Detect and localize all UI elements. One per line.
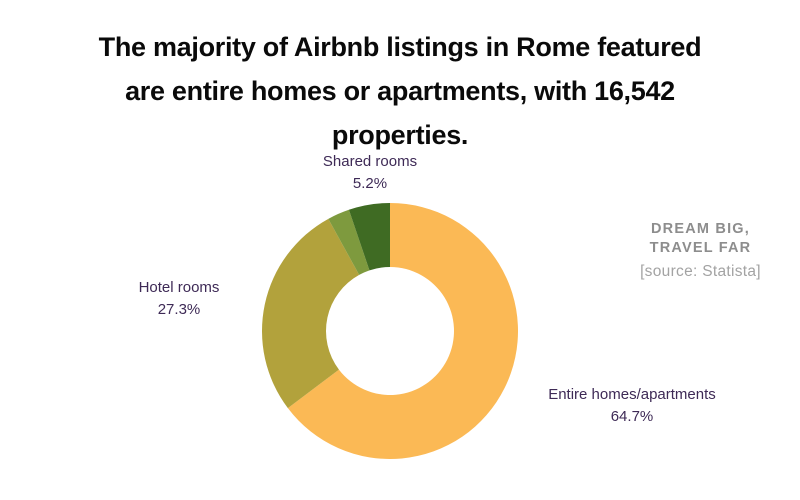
logo-line-1: DREAM BIG, xyxy=(651,221,750,237)
callout-hotel-rooms-percent: 27.3% xyxy=(157,301,201,318)
chart-title: The majority of Airbnb listings in Rome … xyxy=(0,25,800,157)
logo-text: DREAM BIG, TRAVEL FAR xyxy=(613,220,788,258)
callout-entire-homes-percent: 64.7% xyxy=(610,408,654,425)
callout-shared-rooms-percent: 5.2% xyxy=(352,175,388,192)
donut-chart xyxy=(262,203,518,459)
branding-block: DREAM BIG, TRAVEL FAR [source: Statista] xyxy=(613,220,788,281)
callout-hotel-rooms: Hotel rooms 27.3% xyxy=(99,277,259,321)
source-credit: [source: Statista] xyxy=(640,263,761,280)
title-line-3: properties. xyxy=(331,120,469,150)
callout-shared-rooms-label: Shared rooms xyxy=(322,153,418,170)
callout-shared-rooms: Shared rooms 5.2% xyxy=(280,151,460,195)
callout-hotel-rooms-label: Hotel rooms xyxy=(138,279,220,296)
title-line-1: The majority of Airbnb listings in Rome … xyxy=(98,32,702,62)
callout-entire-homes: Entire homes/apartments 64.7% xyxy=(507,384,757,428)
logo-line-2: TRAVEL FAR xyxy=(649,240,752,256)
donut-segment-unlabeled xyxy=(328,209,370,275)
donut-segment-hotel-rooms xyxy=(262,218,360,409)
callout-entire-homes-label: Entire homes/apartments xyxy=(548,386,716,403)
title-line-2: are entire homes or apartments, with 16,… xyxy=(125,76,675,106)
donut-segment-shared-rooms xyxy=(348,203,390,271)
donut-segment-entire-homes-apartments xyxy=(287,203,518,459)
